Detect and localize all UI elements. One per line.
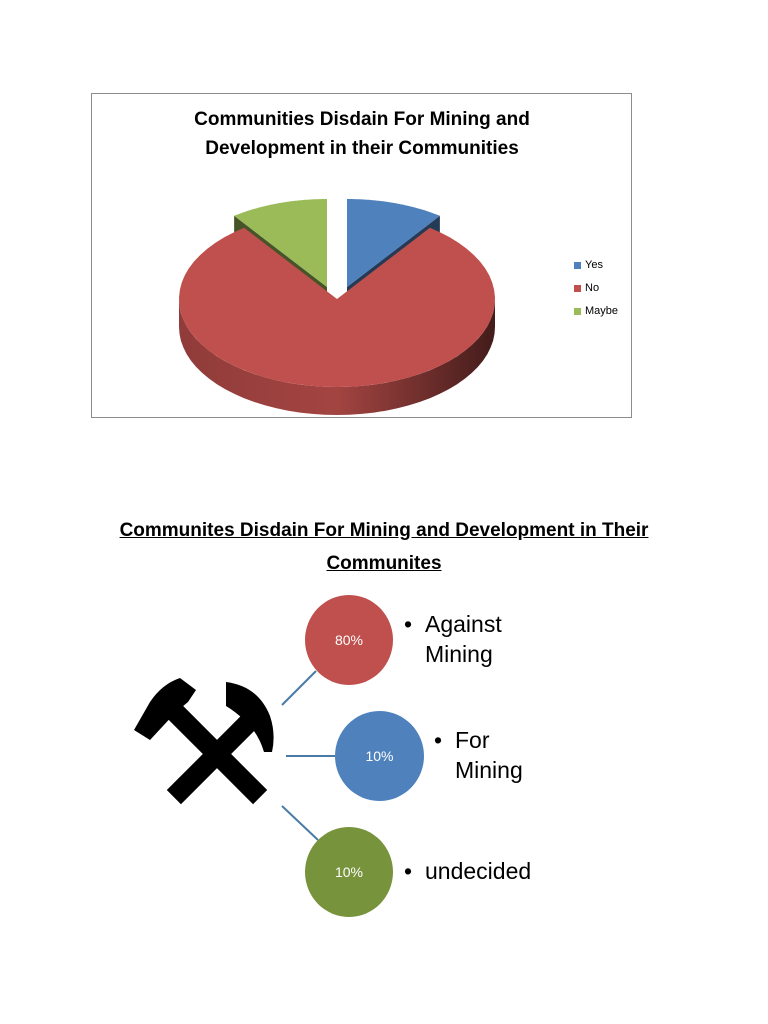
connector-line-top	[281, 670, 317, 706]
label-undecided: • undecided	[404, 856, 584, 886]
bullet-dot: •	[434, 727, 443, 753]
label-against-mining: • Against Mining	[404, 609, 554, 669]
legend-label-no: No	[585, 282, 600, 294]
legend-swatch-yes	[574, 262, 581, 269]
label-text: For Mining	[455, 727, 523, 783]
legend-item-maybe: Maybe	[574, 305, 618, 328]
legend-swatch-no	[574, 285, 581, 292]
chart-title: Communities Disdain For Mining and Devel…	[194, 109, 530, 159]
legend-label-yes: Yes	[585, 259, 603, 271]
pie-chart-frame: Communities Disdain For Mining and Devel…	[91, 93, 632, 418]
bubble-for-mining: 10%	[335, 711, 424, 801]
pie-slice-no	[179, 227, 495, 387]
legend-label-maybe: Maybe	[585, 305, 619, 317]
label-text: undecided	[425, 858, 532, 884]
pie-chart	[179, 199, 495, 415]
connector-line-bottom	[281, 805, 319, 841]
bullet-dot: •	[404, 611, 413, 637]
label-text: Against Mining	[425, 611, 502, 667]
legend-swatch-maybe	[574, 308, 581, 315]
pie-side-no	[179, 299, 495, 415]
legend-item-yes: Yes	[574, 259, 618, 282]
section-heading: Communites Disdain For Mining and Develo…	[119, 520, 649, 574]
legend-item-no: No	[574, 282, 618, 305]
bubble-undecided: 10%	[305, 827, 393, 917]
pie-slice-yes	[347, 199, 440, 287]
bullet-dot: •	[404, 858, 413, 884]
hammer-and-pick-icon	[134, 678, 274, 805]
label-for-mining: • For Mining	[434, 725, 544, 785]
bubble-against-mining: 80%	[305, 595, 393, 685]
chart-legend: Yes No Maybe	[574, 259, 618, 328]
pie-slice-maybe	[234, 199, 327, 287]
